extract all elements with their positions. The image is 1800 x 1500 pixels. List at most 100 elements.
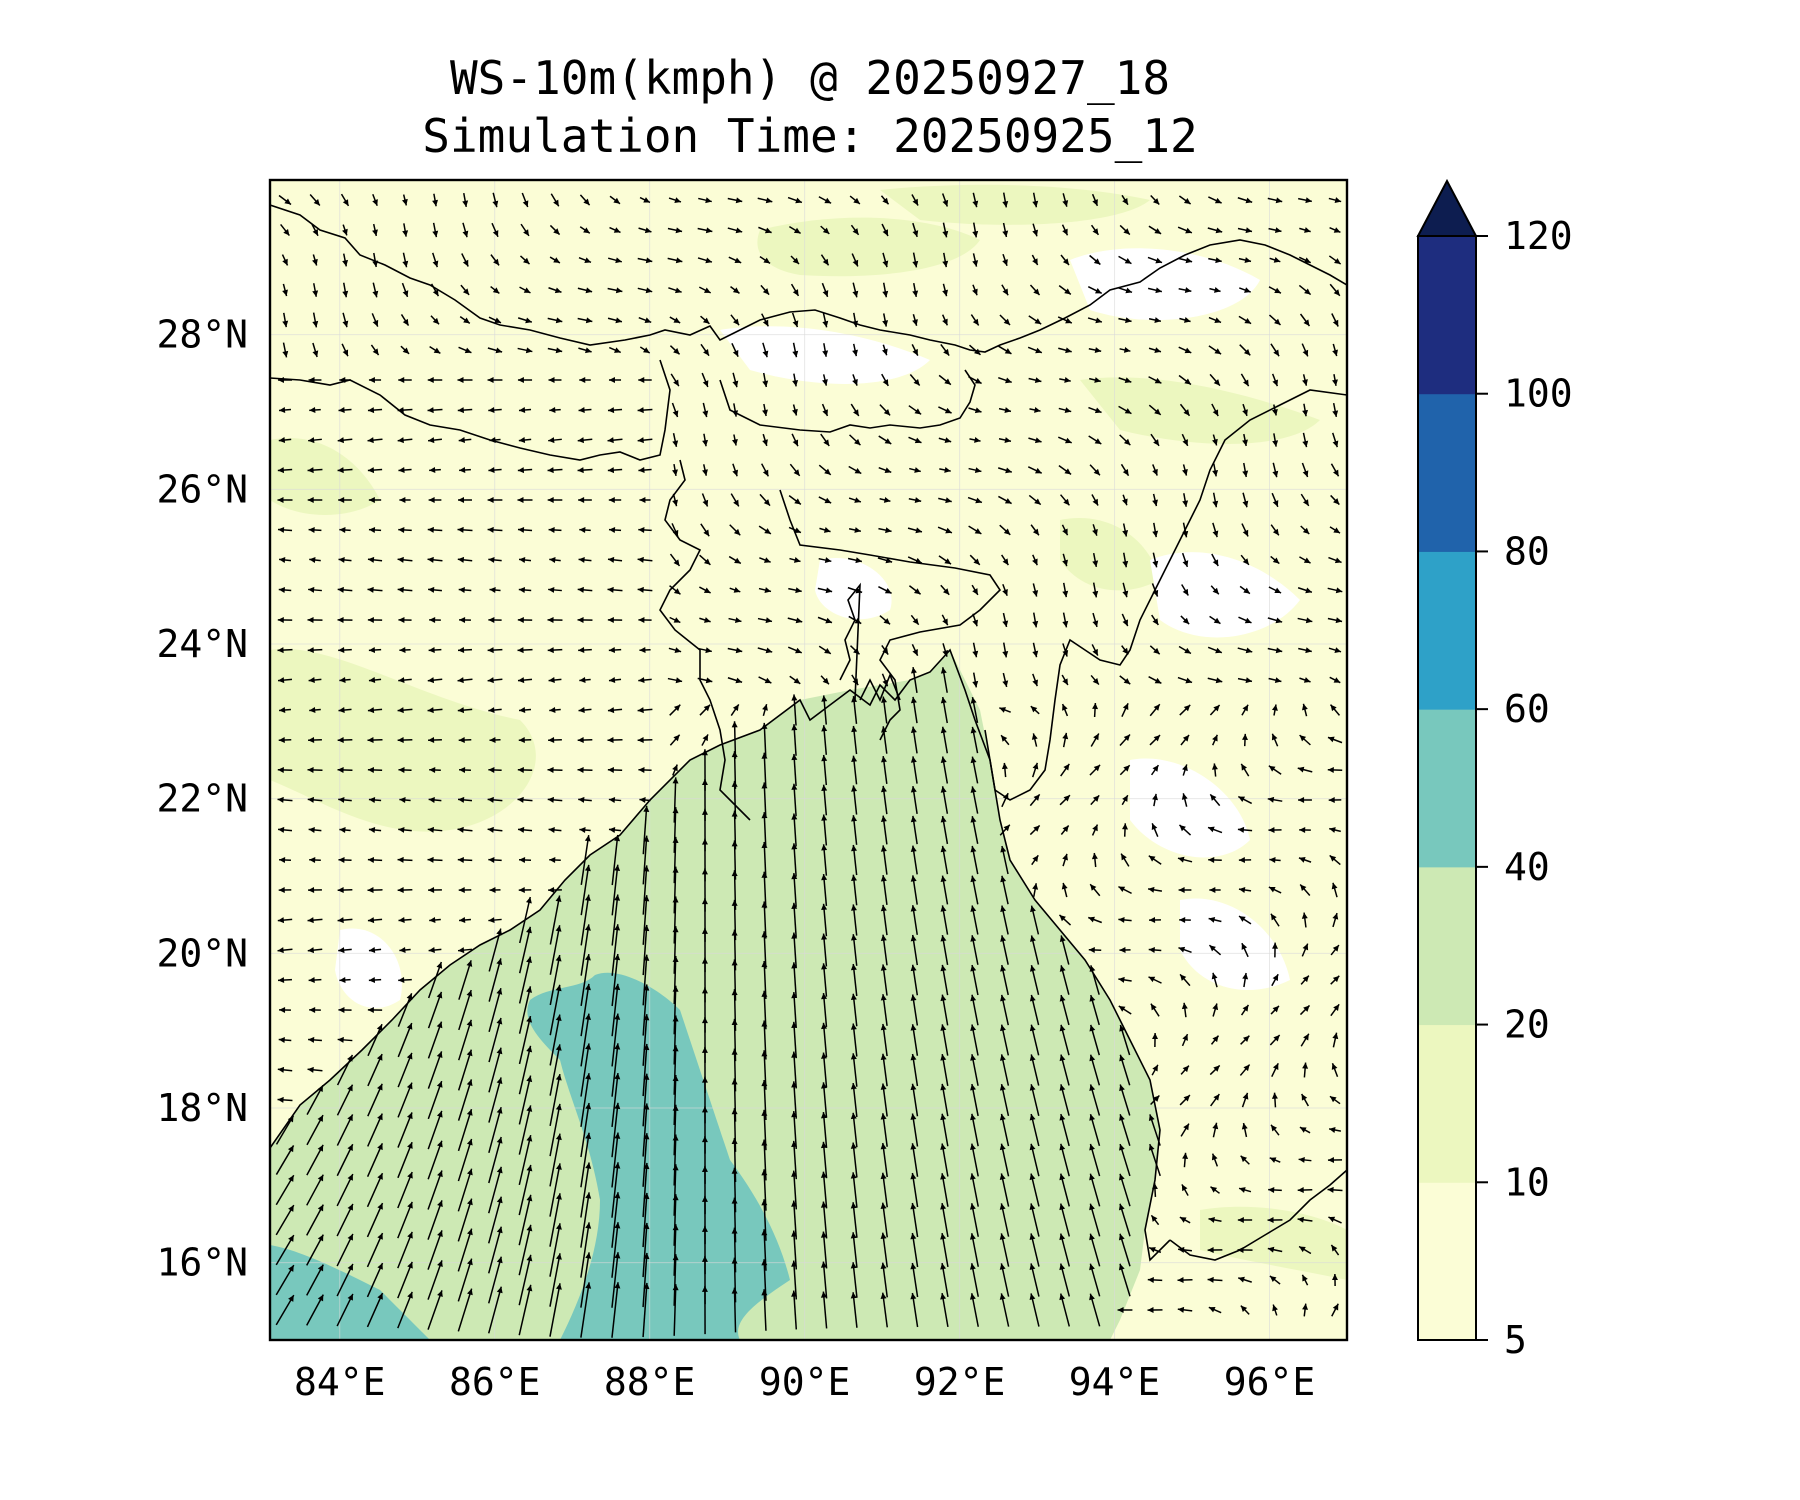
wind-vector-head: [853, 409, 859, 416]
wind-vector-shaft: [611, 1282, 619, 1338]
wind-vector-head: [397, 407, 404, 414]
wind-vector-head: [1062, 853, 1068, 861]
wind-vector-head: [702, 410, 709, 418]
map-panel: 84°E 86°E 88°E 90°E 92°E 94°E 96°E 16°N18°N20°…: [156, 178, 1349, 1404]
wind-vector-shaft: [642, 954, 648, 1006]
wind-vector-head: [488, 856, 495, 863]
wind-vector-head: [731, 1197, 738, 1204]
wind-vector-head: [288, 1205, 294, 1212]
wind-vector-head: [1063, 763, 1070, 771]
wind-vector-head: [821, 754, 828, 762]
wind-vector-head: [673, 588, 681, 595]
wind-vector-head: [1089, 1203, 1095, 1211]
wind-vector-head: [637, 586, 644, 593]
wind-vector-head: [1000, 994, 1006, 1002]
wind-vector-head: [999, 1143, 1006, 1151]
wind-vector-head: [643, 835, 650, 842]
wind-vector-head: [282, 320, 289, 328]
wind-vector-head: [703, 558, 711, 565]
colorbar-label: 20: [1504, 1003, 1550, 1047]
wind-vector-head: [1002, 230, 1009, 237]
wind-vector-head: [584, 257, 592, 263]
wind-vector-head: [1274, 318, 1281, 325]
wind-vector-head: [820, 1291, 827, 1298]
wind-vector-head: [1237, 826, 1245, 833]
wind-vector-head: [1333, 227, 1341, 233]
wind-vector-shaft: [397, 1082, 413, 1118]
wind-vector-head: [731, 1078, 738, 1085]
wind-vector-head: [1181, 1184, 1188, 1192]
wind-vector-head: [731, 929, 738, 936]
wind-vector-head: [427, 526, 434, 533]
wind-vector-head: [1210, 794, 1217, 801]
wind-vector-head: [1331, 1063, 1338, 1070]
wind-vector-head: [1211, 763, 1218, 770]
wind-vector-head: [970, 1054, 977, 1061]
wind-vector-head: [436, 1021, 443, 1029]
wind-vector-head: [406, 1082, 413, 1090]
wind-vector-shaft: [642, 895, 648, 945]
wind-vector-head: [607, 586, 614, 593]
wind-vector-head: [701, 1225, 708, 1232]
wind-vector-head: [672, 866, 679, 873]
wind-vector-head: [432, 317, 440, 325]
wind-vector-head: [638, 616, 645, 623]
wind-vector-shaft: [763, 931, 767, 969]
wind-vector-head: [607, 407, 615, 414]
wind-vector-head: [518, 887, 525, 894]
wind-vector-head: [851, 755, 858, 762]
colorbar-segment: [1418, 551, 1476, 710]
wind-vector-head: [347, 1054, 353, 1062]
wind-vector-head: [1212, 1003, 1219, 1011]
wind-vector-head: [644, 227, 652, 234]
wind-vector-head: [821, 1022, 828, 1030]
wind-vector-head: [1059, 1233, 1066, 1241]
wind-vector-head: [881, 726, 887, 733]
wind-vector-head: [313, 198, 320, 206]
wind-vector-shaft: [673, 1104, 677, 1156]
wind-vector-head: [1029, 935, 1036, 942]
wind-vector-head: [942, 318, 948, 326]
wind-vector-head: [851, 696, 858, 703]
wind-vector-head: [1092, 228, 1099, 235]
wind-vector-head: [1183, 1095, 1190, 1102]
wind-vector-head: [880, 1292, 887, 1300]
wind-vector-head: [851, 785, 858, 792]
wind-vector-head: [970, 875, 977, 883]
wind-vector-head: [910, 1083, 917, 1091]
wind-vector-head: [1327, 1157, 1335, 1164]
wind-vector-head: [1092, 620, 1099, 627]
wind-vector-head: [526, 1105, 533, 1112]
wind-vector-head: [999, 1233, 1006, 1240]
wind-vector-head: [940, 1143, 947, 1150]
wind-vector-head: [673, 317, 681, 323]
wind-vector-head: [1000, 905, 1007, 913]
wind-vector-head: [1029, 1024, 1036, 1032]
wind-vector-head: [1268, 765, 1276, 772]
wind-vector-head: [1148, 1114, 1155, 1122]
wind-vector-head: [487, 377, 494, 384]
wind-vector-head: [342, 349, 349, 357]
wind-vector-head: [553, 199, 559, 207]
wind-vector-head: [731, 840, 738, 847]
wind-vector-head: [791, 1230, 798, 1237]
wind-vector-head: [734, 557, 741, 564]
wind-vector-head: [1122, 619, 1129, 627]
wind-vector-head: [614, 954, 621, 961]
wind-vector-shaft: [642, 805, 648, 855]
wind-vector-head: [1153, 704, 1160, 711]
wind-vector-head: [1002, 589, 1008, 596]
wind-vector-head: [1212, 734, 1218, 742]
wind-vector-head: [880, 1172, 887, 1180]
wind-vector-head: [1332, 1303, 1339, 1311]
wind-vector-head: [914, 467, 921, 473]
wind-vector-head: [307, 766, 314, 773]
wind-vector-head: [338, 556, 345, 563]
wind-vector-head: [942, 618, 948, 626]
wind-vector-head: [1034, 498, 1041, 505]
wind-vector-head: [1299, 827, 1306, 834]
wind-vector-head: [1059, 914, 1066, 922]
wind-vector-head: [970, 1143, 976, 1151]
wind-vector-head: [377, 1173, 383, 1180]
wind-vector-head: [638, 766, 645, 773]
